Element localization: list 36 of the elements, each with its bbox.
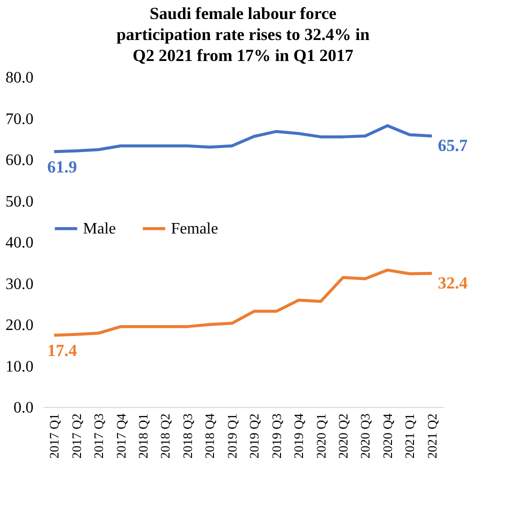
legend-label: Male [83, 220, 116, 238]
y-tick-label: 40.0 [6, 234, 34, 252]
x-tick-label: 2020 Q3 [358, 414, 373, 459]
x-tick-label: 2018 Q3 [180, 414, 195, 459]
x-tick-label: 2021 Q1 [402, 414, 418, 459]
x-tick-label: 2017 Q2 [68, 414, 84, 459]
data-label: 17.4 [47, 341, 78, 360]
y-tick-label: 60.0 [6, 152, 34, 169]
chart-title: Saudi female labour force participation rate rises to 32.4% in Q2 2021 from 17% in Q1 2017 [116, 4, 370, 65]
legend-label: Female [171, 220, 218, 238]
y-tick-label: 0.0 [14, 400, 34, 416]
y-tick-label: 50.0 [6, 193, 34, 210]
y-tick-label: 70.0 [6, 110, 34, 128]
y-tick-label: 30.0 [6, 276, 34, 293]
x-tick-label: 2021 Q2 [424, 414, 440, 459]
x-tick-label: 2018 Q2 [158, 414, 173, 459]
x-tick-label: 2020 Q4 [380, 413, 395, 459]
x-tick-label: 2018 Q1 [136, 414, 150, 459]
line-series [52, 124, 434, 154]
data-label: 65.7 [438, 136, 468, 155]
x-tick-label: 2020 Q2 [336, 414, 350, 459]
x-tick-label: 2017 Q1 [46, 414, 62, 459]
x-tick-label: 2017 Q3 [91, 414, 106, 459]
x-tick-label: 2019 Q2 [246, 414, 262, 459]
line-series [52, 268, 434, 337]
x-tick-label: 2019 Q4 [291, 413, 306, 459]
x-tick-label: 2020 Q1 [313, 414, 328, 459]
x-tick-label: 2019 Q3 [268, 414, 284, 459]
y-tick-label: 20.0 [6, 317, 34, 334]
x-tick-label: 2017 Q4 [113, 413, 128, 459]
y-tick-label: 10.0 [6, 358, 34, 376]
data-label: 32.4 [438, 273, 468, 292]
data-label: 61.9 [47, 158, 77, 177]
x-tick-label: 2019 Q1 [224, 414, 240, 459]
y-tick-label: 80.0 [6, 70, 34, 86]
x-tick-label: 2018 Q4 [202, 413, 218, 459]
